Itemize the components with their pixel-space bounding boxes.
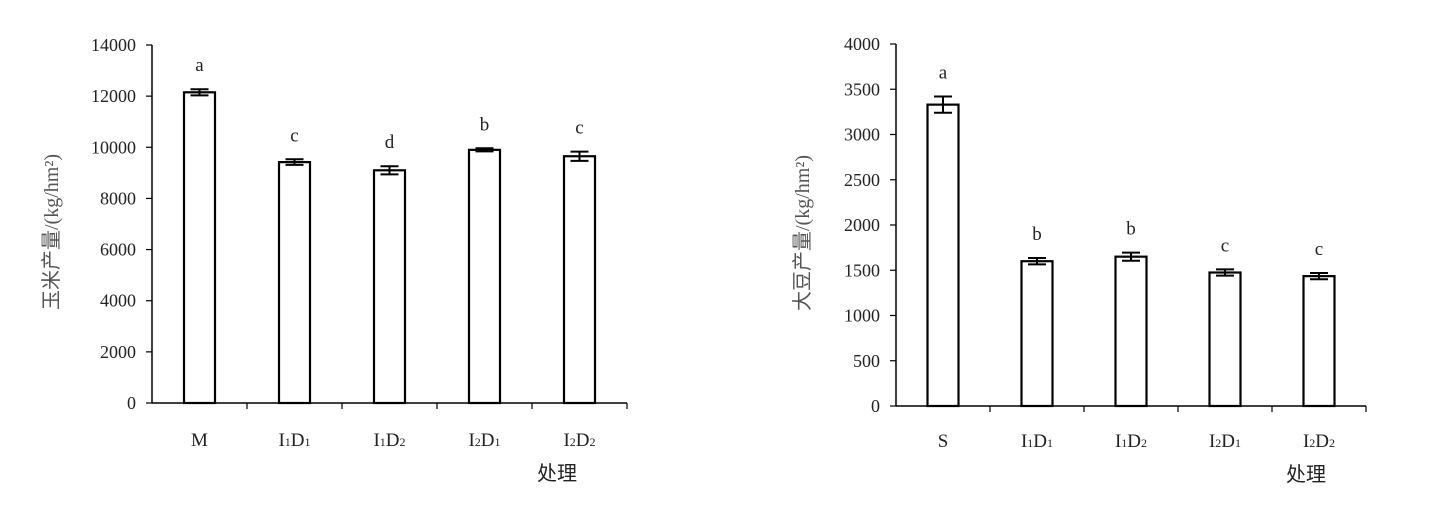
y-tick-label: 4000 — [844, 34, 880, 54]
error-bar — [1216, 268, 1234, 277]
x-tick-label: M — [191, 430, 208, 451]
significance-label: a — [195, 55, 204, 76]
maize-yield-chart: 0 2000 4000 6000 8000 10000 12000 14000 a Mc I1D1 d… — [40, 35, 628, 485]
y-tick-label: 3000 — [844, 125, 880, 145]
bar — [1114, 255, 1148, 408]
x-tick-label: I2D2 — [563, 430, 595, 451]
x-tick-label: I1D1 — [1021, 431, 1053, 452]
significance-label: c — [1315, 239, 1323, 260]
error-bar — [190, 88, 209, 97]
bar — [1302, 275, 1336, 408]
x-tick-label: I1D2 — [1115, 431, 1147, 452]
y-tick-label: 14000 — [91, 35, 136, 55]
error-bar — [1122, 251, 1140, 262]
y-tick-label: 0 — [871, 396, 880, 416]
y-tick-label: 2000 — [844, 215, 880, 235]
error-bar — [475, 147, 494, 153]
y-tick-label: 3500 — [844, 79, 880, 99]
x-tick-label: I1D2 — [373, 430, 405, 451]
significance-label: b — [1126, 219, 1136, 240]
error-bar — [380, 165, 399, 176]
y-tick-label: 0 — [127, 393, 136, 413]
y-axis-label: 大豆产量/(kg/hm²) — [791, 155, 814, 311]
significance-label: d — [385, 132, 395, 153]
bar — [562, 155, 597, 405]
x-axis-title: 处理 — [537, 462, 577, 485]
y-tick-label: 1000 — [844, 306, 880, 326]
y-tick-label: 10000 — [91, 137, 136, 157]
x-tick-label: I1D1 — [278, 430, 310, 451]
y-tick-label: 8000 — [100, 188, 136, 208]
error-bar — [570, 150, 589, 162]
significance-label: b — [480, 114, 490, 135]
x-tick-label: I2D1 — [468, 430, 500, 451]
y-tick-label: 6000 — [100, 240, 136, 260]
x-tick-label: S — [938, 431, 949, 452]
y-tick-label: 4000 — [100, 291, 136, 311]
bar — [277, 161, 312, 405]
bar — [467, 148, 502, 405]
significance-label: c — [1221, 235, 1229, 256]
x-axis-title: 处理 — [1286, 463, 1326, 486]
significance-label: a — [939, 62, 948, 83]
y-tick-label: 2000 — [100, 342, 136, 362]
y-axis-label: 玉米产量/(kg/hm²) — [40, 154, 63, 310]
bar — [926, 103, 960, 408]
error-bar — [1028, 257, 1046, 266]
soybean-yield-chart: 0 500 1000 1500 2000 2500 3000 3500 4000 a Sb I1D1 b… — [791, 34, 1367, 486]
error-bar — [285, 158, 304, 166]
bar — [182, 91, 217, 405]
error-bar — [934, 95, 952, 114]
bar — [372, 169, 407, 405]
significance-label: c — [290, 125, 298, 146]
significance-label: b — [1032, 224, 1042, 245]
bar — [1020, 260, 1054, 408]
y-tick-label: 1500 — [844, 260, 880, 280]
error-bar — [1310, 271, 1328, 281]
x-tick-label: I2D2 — [1303, 431, 1335, 452]
y-tick-label: 12000 — [91, 86, 136, 106]
bar — [1208, 271, 1242, 408]
y-tick-label: 500 — [853, 351, 880, 371]
x-tick-label: I2D1 — [1209, 431, 1241, 452]
y-tick-label: 2500 — [844, 170, 880, 190]
significance-label: c — [575, 118, 583, 139]
